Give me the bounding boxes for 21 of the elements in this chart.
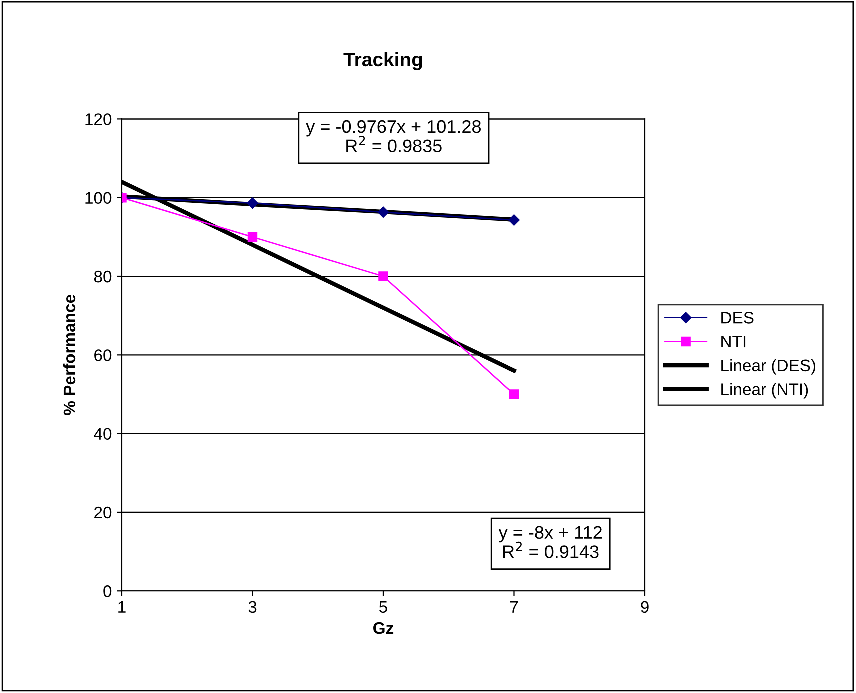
- y-tick-label: 60: [94, 350, 112, 362]
- x-tick-label: 9: [641, 601, 649, 614]
- y-tick-label: 80: [94, 270, 112, 283]
- y-tick-label: 40: [94, 428, 112, 440]
- y-tick-label: 20: [94, 506, 112, 519]
- annotation: y = -0.9767x + 101.28 R$^{2}$ = 0.9835: [306, 120, 482, 153]
- y-tick-label: 120: [86, 114, 112, 126]
- x-axis-title: Gz: [374, 622, 394, 634]
- x-tick-label: 3: [248, 601, 257, 614]
- x-tick-label: 5: [380, 601, 388, 614]
- legend-label: Linear (NTI): [722, 383, 808, 399]
- legend-label: NTI: [722, 336, 746, 348]
- x-tick-label: 7: [510, 601, 518, 613]
- y-tick-label: 0: [104, 586, 112, 598]
- legend-label: Linear (DES): [722, 359, 816, 375]
- chart-title: Tracking: [344, 52, 422, 71]
- y-axis-title: % Performance: [63, 295, 76, 416]
- legend-label: DES: [722, 312, 754, 324]
- x-tick-label: 1: [118, 601, 126, 613]
- annotation: y = -8x + 112 R$^{2}$ = 0.9143: [498, 526, 602, 558]
- y-tick-label: 100: [86, 192, 112, 204]
